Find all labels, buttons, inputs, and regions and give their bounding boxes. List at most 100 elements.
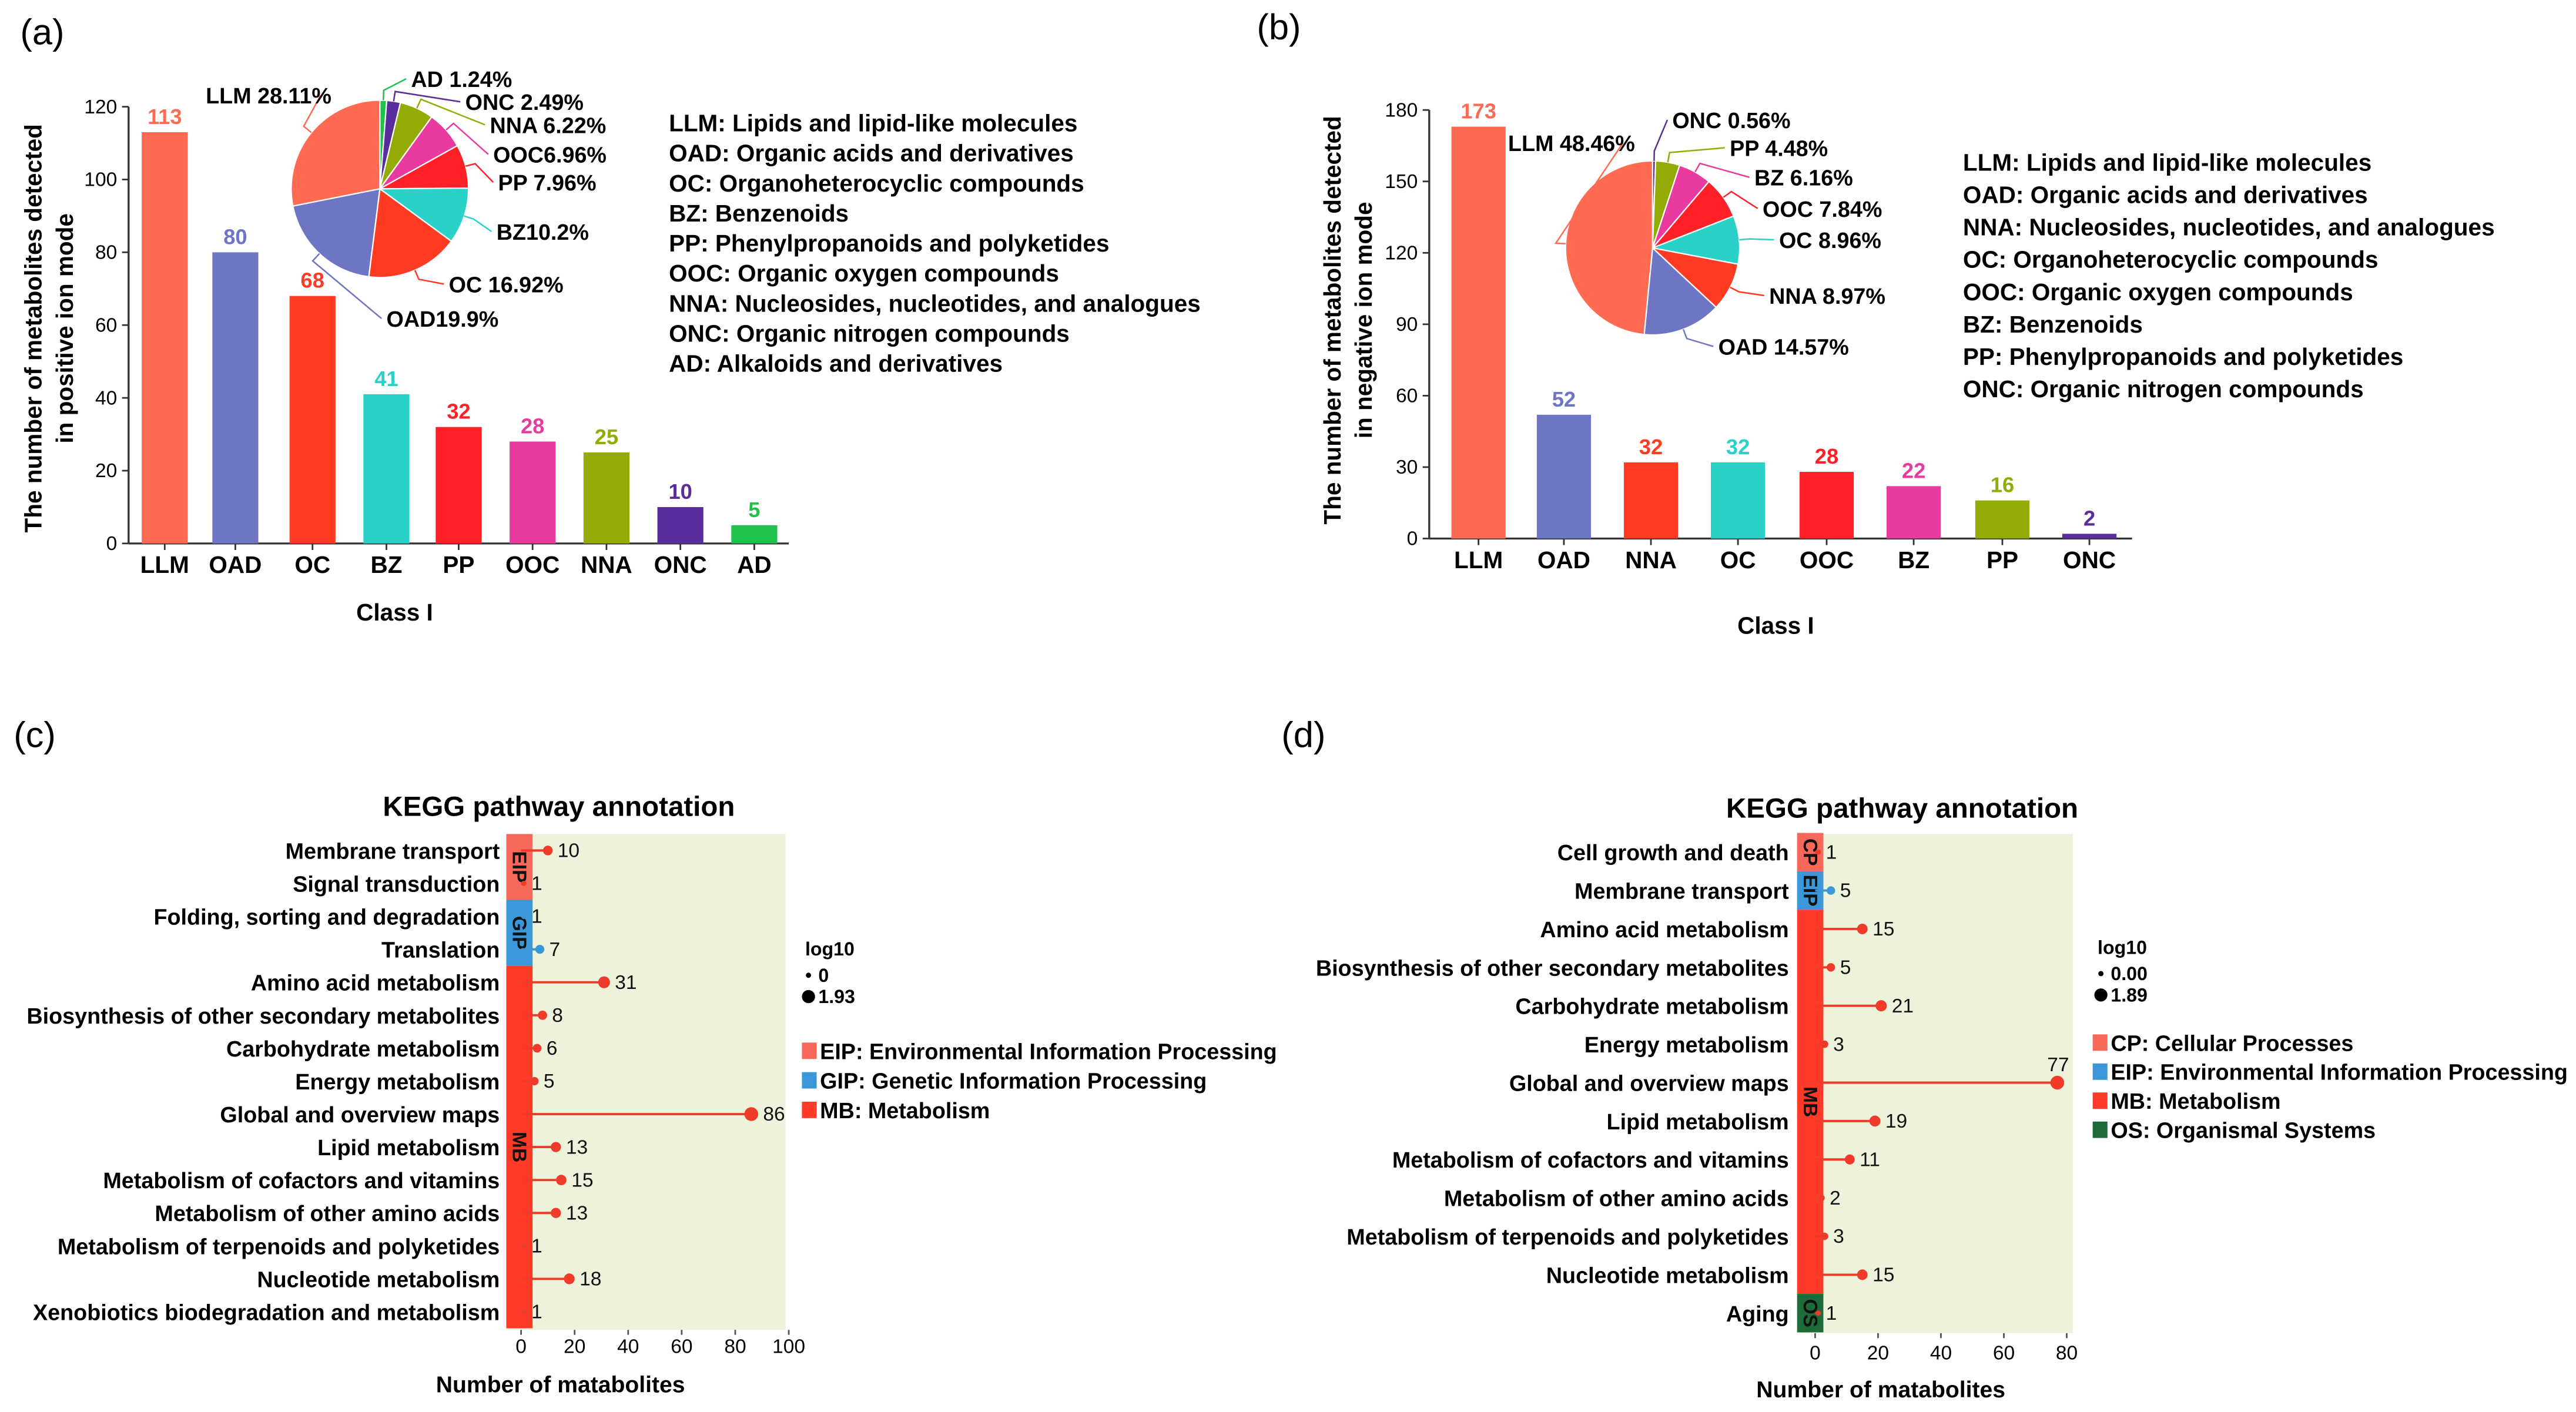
panel-label: (d): [1281, 715, 1325, 755]
pathway-label: Biosynthesis of other secondary metaboli…: [1316, 955, 1789, 980]
lollipop-dot: [530, 1076, 539, 1086]
y-tick-label: 60: [1396, 385, 1418, 407]
lollipop-dot: [2050, 1075, 2065, 1090]
y-tick-label: 0: [1407, 528, 1418, 550]
legend-item: OAD: Organic acids and derivatives: [669, 140, 1074, 167]
value-label: 1: [531, 906, 542, 928]
bar-panel-b: (b) 0 30 60 90 120 150 180 173 LLM 52 OAD 32 NNA 32 OC 2…: [1257, 7, 2494, 639]
value-label: 15: [571, 1169, 593, 1191]
pie-label: PP 7.96%: [498, 170, 596, 195]
chart-title: KEGG pathway annotation: [1726, 793, 2078, 824]
pie-label: OAD19.9%: [386, 307, 498, 331]
pie-slice: [1565, 160, 1653, 336]
y-tick-label: 0: [106, 533, 118, 555]
bar-pp: [436, 427, 482, 544]
panel-label: (c): [14, 715, 56, 755]
value-label: 2: [1830, 1188, 1841, 1209]
pathway-label: Nucleotide metabolism: [257, 1267, 500, 1292]
x-tick-label: 100: [772, 1336, 805, 1357]
legend-item: PP: Phenylpropanoids and polyketides: [669, 230, 1109, 257]
bar-ooc: [510, 441, 556, 544]
value-label: 15: [1872, 918, 1894, 940]
pathway-label: Metabolism of terpenoids and polyketides: [1346, 1225, 1788, 1249]
value-label: 13: [566, 1202, 588, 1224]
bar-value-label: 80: [223, 224, 247, 249]
bar-onc: [657, 507, 704, 544]
lollipop-dot: [1815, 1310, 1821, 1316]
category-strip-label: EIP: [508, 851, 530, 883]
pie-label: OAD 14.57%: [1719, 335, 1849, 360]
x-tick-label: OC: [294, 551, 330, 578]
lollipop-dot: [538, 1010, 547, 1020]
pathway-label: Signal transduction: [293, 871, 500, 896]
lollipop-dot: [521, 1243, 527, 1249]
pie-leader-line: [1653, 119, 1669, 161]
value-label: 13: [566, 1136, 588, 1158]
value-label: 1: [531, 873, 542, 895]
value-label: 86: [763, 1104, 785, 1125]
lollipop-dot: [521, 914, 527, 920]
pathway-label: Energy metabolism: [295, 1069, 500, 1094]
bar-llm: [1451, 126, 1506, 539]
pathway-label: Translation: [381, 938, 500, 962]
x-tick-label: OOC: [505, 551, 560, 578]
value-label: 1: [1826, 841, 1837, 863]
value-label: 31: [615, 972, 637, 994]
x-tick-label: 60: [671, 1336, 692, 1357]
lollipop-dot: [1827, 963, 1835, 972]
pathway-label: Cell growth and death: [1557, 840, 1789, 865]
x-tick-label: 60: [1993, 1343, 2015, 1364]
value-label: 3: [1833, 1226, 1844, 1247]
value-label: 15: [1872, 1265, 1894, 1286]
lollipop-dot: [744, 1107, 759, 1121]
panel-label: (b): [1257, 7, 1301, 48]
pie-slice: [368, 187, 453, 279]
legend-item: ONC: Organic nitrogen compounds: [1963, 375, 2364, 403]
x-tick-label: LLM: [140, 551, 189, 578]
pie-slice: [1650, 247, 1739, 308]
x-tick-label: OOC: [1800, 546, 1854, 573]
x-tick-label: 80: [724, 1336, 746, 1357]
bar-oad: [1536, 414, 1592, 539]
bar-nna: [583, 452, 630, 544]
y-tick-label: 180: [1385, 99, 1418, 121]
pathway-label: Global and overview maps: [220, 1102, 500, 1127]
size-legend-max: 1.93: [818, 986, 855, 1007]
bar-value-label: 16: [1991, 473, 2014, 497]
bar-bz: [363, 394, 410, 544]
pie-leader-line: [382, 78, 407, 100]
size-legend-title: log10: [2098, 937, 2147, 958]
lollipop-dot: [521, 880, 527, 886]
lollipop-dot: [1857, 1269, 1868, 1280]
pie-leader-line: [1730, 286, 1764, 297]
bar-value-label: 32: [447, 400, 470, 424]
y-tick-label: 80: [95, 242, 117, 264]
value-label: 1: [531, 1302, 542, 1323]
legend-item: NNA: Nucleosides, nucleotides, and analo…: [1963, 214, 2495, 241]
pathway-label: Membrane transport: [286, 839, 500, 863]
value-label: 5: [544, 1071, 555, 1092]
bar-value-label: 22: [1902, 458, 1925, 482]
legend-swatch: [802, 1072, 817, 1089]
bar-value-label: 41: [374, 367, 398, 391]
bar-pp: [1975, 500, 2030, 539]
x-tick-label: PP: [443, 551, 474, 578]
legend-item: OC: Organoheterocyclic compounds: [669, 170, 1084, 197]
lollipop-dot: [1815, 849, 1821, 855]
y-tick-label: 30: [1396, 457, 1418, 478]
legend-swatch: [2092, 1034, 2108, 1051]
x-tick-label: NNA: [1625, 546, 1677, 573]
size-legend-dot-large: [802, 990, 815, 1004]
legend-item: BZ: Benzenoids: [669, 200, 849, 227]
size-legend-dot-small: [806, 972, 812, 978]
plot-background: [506, 834, 786, 1330]
size-legend-max: 1.89: [2111, 984, 2148, 1005]
lollipop-dot: [1844, 1154, 1855, 1165]
category-strip-label: GIP: [508, 916, 530, 950]
lollipop-dot: [556, 1175, 567, 1186]
legend-item: AD: Alkaloids and derivatives: [669, 350, 1003, 377]
lollipop-dot: [1869, 1115, 1881, 1127]
x-tick-label: ONC: [2063, 546, 2116, 573]
lollipop-dot: [532, 1044, 542, 1053]
